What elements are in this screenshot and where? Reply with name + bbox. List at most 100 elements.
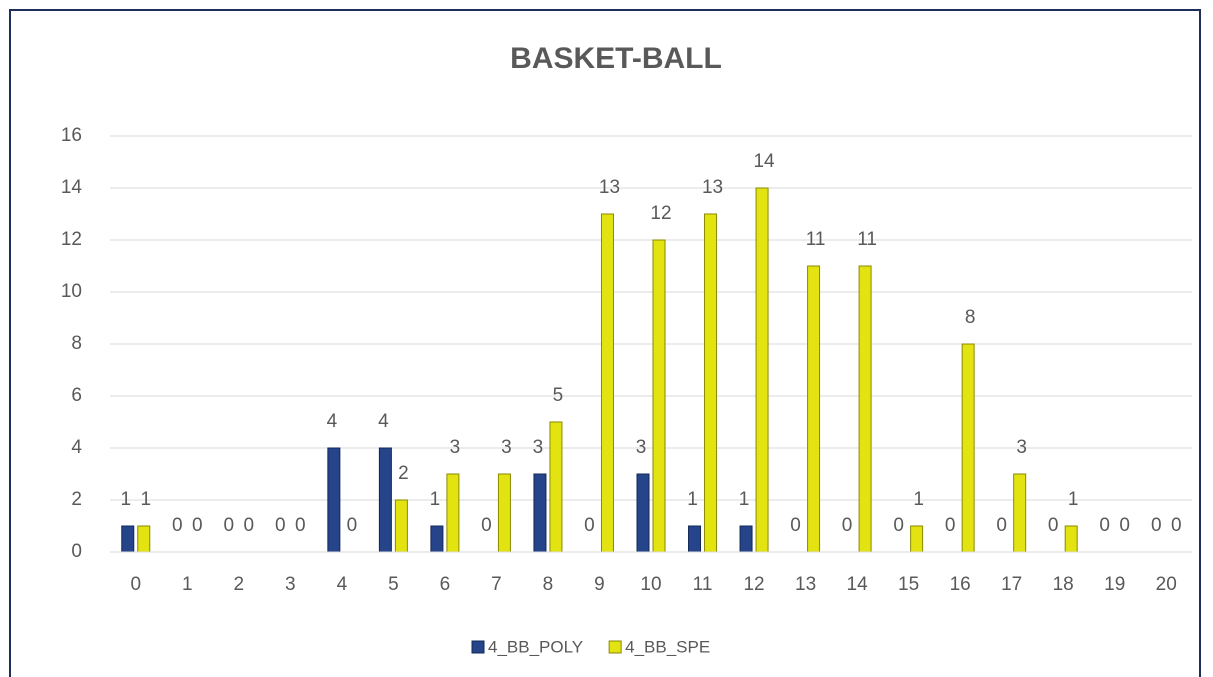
value-label: 0 — [996, 515, 1007, 536]
x-tick-label: 17 — [1001, 574, 1022, 595]
value-label: 2 — [398, 463, 409, 484]
value-label: 1 — [120, 489, 131, 510]
y-tick-label: 12 — [61, 229, 82, 250]
bar — [636, 473, 650, 553]
legend-label: 4_BB_SPE — [625, 637, 710, 656]
value-label: 0 — [1171, 515, 1182, 536]
value-label: 4 — [378, 411, 389, 432]
legend-swatch — [608, 640, 622, 654]
bar — [394, 499, 408, 553]
x-tick-label: 18 — [1053, 574, 1074, 595]
bar — [327, 447, 341, 553]
x-tick-label: 20 — [1156, 574, 1177, 595]
value-label: 0 — [275, 515, 286, 536]
bar — [858, 265, 872, 553]
value-label: 1 — [687, 489, 698, 510]
legend-label: 4_BB_POLY — [488, 637, 583, 656]
x-tick-label: 11 — [693, 574, 713, 595]
x-tick-label: 12 — [743, 574, 764, 595]
y-tick-label: 8 — [71, 333, 82, 354]
bar — [600, 213, 614, 553]
value-label: 0 — [244, 515, 255, 536]
x-tick-label: 5 — [388, 574, 399, 595]
value-label: 0 — [790, 515, 801, 536]
value-label: 0 — [945, 515, 956, 536]
y-tick-label: 16 — [61, 125, 82, 146]
value-label: 1 — [739, 489, 750, 510]
x-tick-label: 15 — [898, 574, 919, 595]
bar — [1064, 525, 1078, 553]
x-tick-label: 4 — [337, 574, 348, 595]
chart-title: BASKET-BALL — [510, 42, 722, 75]
bar — [652, 239, 666, 553]
value-label: 3 — [533, 437, 544, 458]
y-tick-label: 10 — [61, 281, 82, 302]
x-tick-label: 8 — [543, 574, 554, 595]
bar — [755, 187, 769, 553]
value-label: 11 — [806, 229, 826, 250]
value-label: 0 — [1048, 515, 1059, 536]
value-label: 0 — [192, 515, 203, 536]
bar — [688, 525, 702, 553]
y-tick-label: 2 — [71, 489, 82, 510]
value-label: 3 — [450, 437, 461, 458]
bar — [1013, 473, 1027, 553]
value-label: 3 — [636, 437, 647, 458]
bar — [549, 421, 563, 553]
bar — [807, 265, 821, 553]
x-tick-label: 14 — [847, 574, 869, 595]
x-tick-label: 13 — [795, 574, 816, 595]
value-label: 0 — [1099, 515, 1110, 536]
value-label: 8 — [965, 307, 976, 328]
bar — [704, 213, 718, 553]
value-label: 0 — [295, 515, 306, 536]
x-tick-label: 2 — [234, 574, 245, 595]
value-label: 1 — [913, 489, 924, 510]
value-label: 12 — [650, 203, 671, 224]
value-label: 5 — [553, 385, 564, 406]
bar — [446, 473, 460, 553]
value-label: 0 — [224, 515, 235, 536]
value-label: 11 — [857, 229, 877, 250]
value-label: 0 — [1151, 515, 1162, 536]
y-tick-label: 0 — [71, 541, 82, 562]
bar — [137, 525, 151, 553]
x-tick-label: 10 — [640, 574, 661, 595]
y-tick-label: 14 — [61, 177, 83, 198]
bar — [739, 525, 753, 553]
value-label: 13 — [599, 177, 620, 198]
bar — [961, 343, 975, 553]
y-tick-label: 4 — [71, 437, 82, 458]
value-label: 3 — [501, 437, 512, 458]
bar — [497, 473, 511, 553]
value-label: 0 — [347, 515, 358, 536]
x-tick-label: 6 — [440, 574, 451, 595]
x-tick-label: 19 — [1104, 574, 1125, 595]
x-tick-label: 9 — [594, 574, 605, 595]
bar — [910, 525, 924, 553]
bar — [533, 473, 547, 553]
bar — [121, 525, 135, 553]
value-label: 1 — [430, 489, 441, 510]
value-label: 4 — [327, 411, 338, 432]
value-label: 14 — [753, 151, 775, 172]
value-label: 1 — [1068, 489, 1079, 510]
value-label: 1 — [140, 489, 151, 510]
x-tick-label: 1 — [182, 574, 193, 595]
x-tick-label: 3 — [285, 574, 296, 595]
value-label: 0 — [481, 515, 492, 536]
x-tick-label: 16 — [950, 574, 971, 595]
value-label: 0 — [842, 515, 853, 536]
value-label: 0 — [172, 515, 183, 536]
value-label: 3 — [1016, 437, 1027, 458]
x-tick-label: 7 — [491, 574, 502, 595]
value-label: 0 — [893, 515, 904, 536]
value-label: 0 — [1119, 515, 1130, 536]
bar — [378, 447, 392, 553]
value-label: 13 — [702, 177, 723, 198]
legend-swatch — [471, 640, 485, 654]
bar — [430, 525, 444, 553]
value-label: 0 — [584, 515, 595, 536]
y-tick-label: 6 — [71, 385, 82, 406]
